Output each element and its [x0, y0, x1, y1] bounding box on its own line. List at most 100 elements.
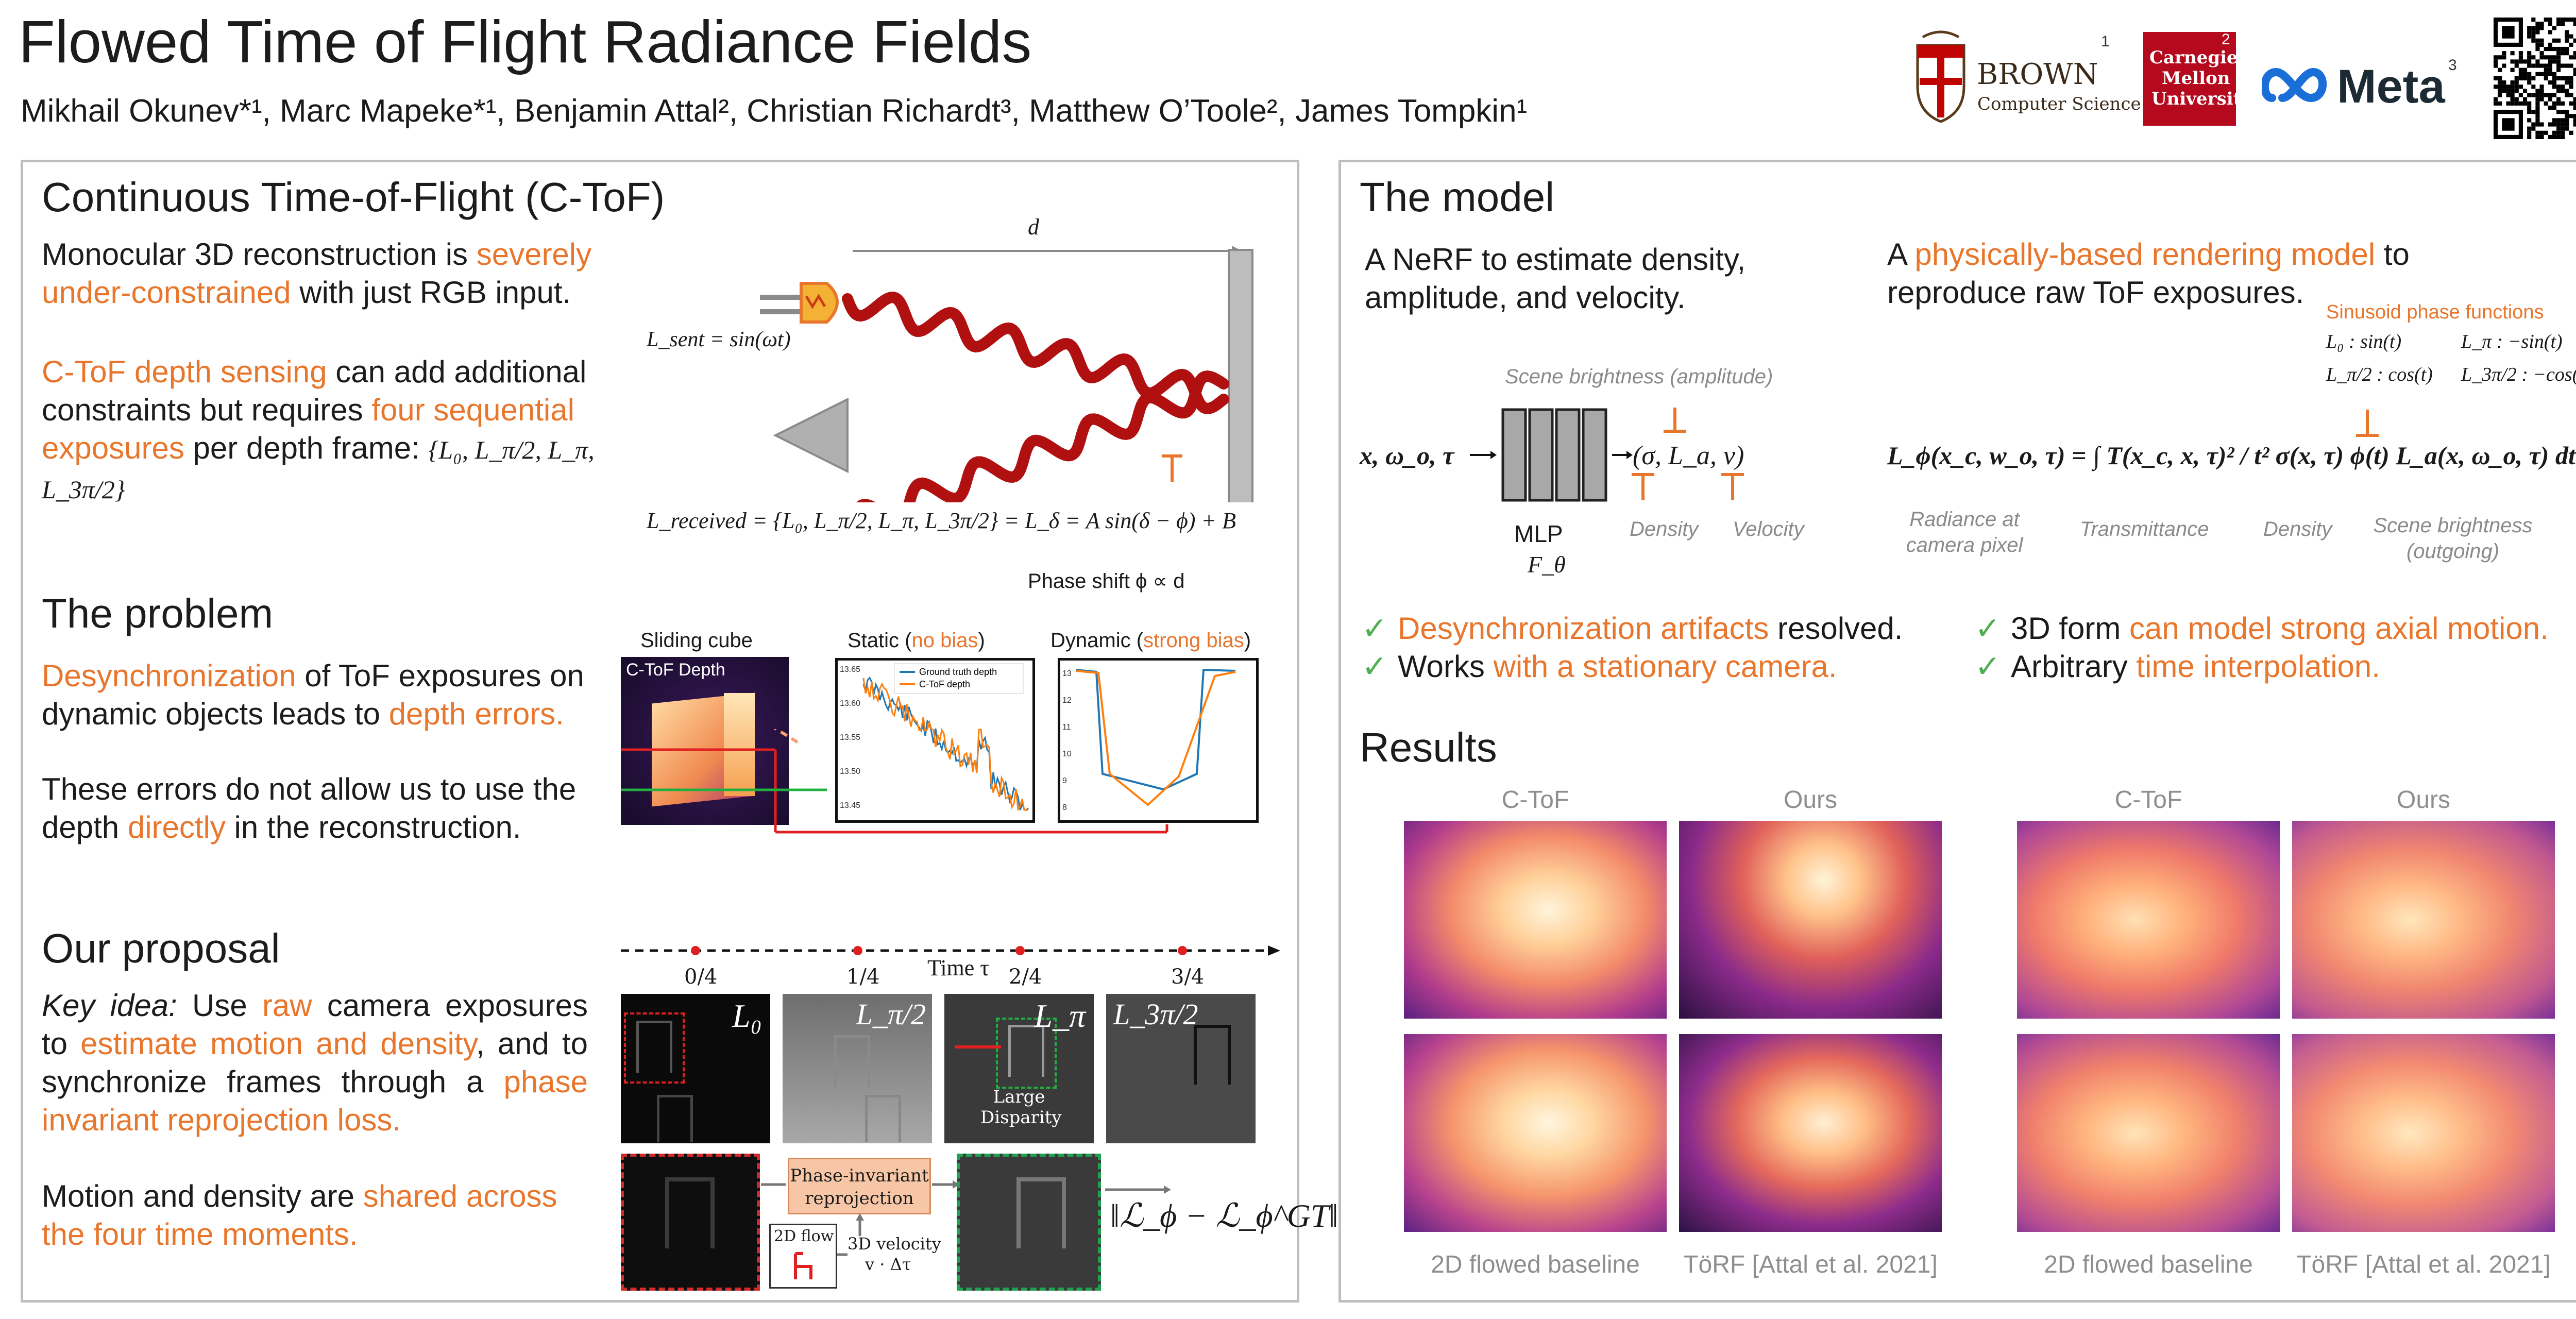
- light-source-icon: [760, 282, 839, 324]
- qr-module: [2561, 22, 2565, 26]
- qr-module: [2556, 130, 2561, 135]
- qr-module: [2569, 55, 2573, 60]
- qr-code[interactable]: [2494, 18, 2576, 139]
- qr-module: [2539, 93, 2544, 97]
- qr-finder-module: [2502, 26, 2515, 39]
- qr-module: [2539, 134, 2544, 139]
- connector-lines: [621, 729, 1168, 834]
- cmu-line1: Carnegie: [2149, 47, 2238, 68]
- qr-module: [2514, 101, 2519, 106]
- qr-module: [2502, 89, 2506, 93]
- qr-module: [2552, 38, 2557, 43]
- qr-module: [2556, 51, 2561, 56]
- qr-module: [2514, 89, 2519, 93]
- qr-module: [2565, 63, 2569, 68]
- qr-module: [2539, 38, 2544, 43]
- sinusoid-row-1: L_π : −sin(t): [2461, 331, 2563, 352]
- check-item-1: Desynchronization artifacts resolved.: [1398, 611, 1903, 646]
- qr-module: [2506, 89, 2511, 93]
- qr-module: [2573, 101, 2576, 106]
- qr-module: [2498, 76, 2502, 81]
- qr-module: [2527, 63, 2532, 68]
- result-col-label-0: C-ToF: [1501, 786, 1569, 814]
- qr-module: [2552, 26, 2557, 30]
- qr-module: [2573, 51, 2576, 56]
- qr-module: [2556, 46, 2561, 52]
- qr-module: [2552, 130, 2557, 135]
- qr-module: [2531, 26, 2536, 30]
- qr-module: [2518, 59, 2523, 64]
- ctof-diagram: [760, 246, 1253, 502]
- qr-module: [2544, 18, 2548, 22]
- qr-module: [2569, 63, 2573, 68]
- qr-module: [2531, 126, 2536, 131]
- static-series-line: [862, 678, 1028, 811]
- qr-module: [2531, 84, 2536, 89]
- qr-module: [2494, 63, 2498, 68]
- qr-module: [2561, 76, 2565, 81]
- warped-frame-green: [957, 1154, 1101, 1291]
- qr-module: [2573, 55, 2576, 60]
- result-torf-person: [2292, 1034, 2555, 1232]
- qr-module: [2552, 105, 2557, 110]
- result-bottom-label-3: TöRF [Attal et al. 2021]: [2296, 1251, 2551, 1278]
- qr-module: [2556, 89, 2561, 93]
- qr-module: [2556, 63, 2561, 68]
- qr-module: [2535, 110, 2540, 114]
- qr-module: [2494, 101, 2498, 106]
- qr-module: [2539, 89, 2544, 93]
- qr-module: [2548, 46, 2552, 52]
- sensor-icon: [773, 397, 849, 474]
- qr-module: [2548, 63, 2552, 68]
- qr-module: [2569, 80, 2573, 85]
- qr-module: [2561, 130, 2565, 135]
- qr-module: [2561, 89, 2565, 93]
- static-y-tick: 13.60: [840, 699, 860, 708]
- qr-finder-module: [2502, 118, 2515, 131]
- qr-module: [2527, 30, 2532, 35]
- qr-module: [2556, 67, 2561, 72]
- result-ctof-person: [2017, 821, 2280, 1019]
- qr-module: [2548, 59, 2552, 64]
- qr-module: [2522, 72, 2528, 76]
- qr-module: [2531, 30, 2536, 35]
- qr-module: [2522, 89, 2528, 93]
- velocity-equation: v · Δτ: [865, 1255, 911, 1274]
- qr-module: [2514, 80, 2519, 85]
- qr-module: [2539, 97, 2544, 102]
- dynamic-y-tick: 8: [1062, 803, 1067, 812]
- qr-module: [2531, 55, 2536, 60]
- problem-title: The problem: [42, 590, 274, 636]
- qr-module: [2548, 30, 2552, 35]
- qr-module: [2522, 97, 2528, 102]
- check-icon: ✓: [1362, 611, 1388, 646]
- qr-module: [2498, 84, 2502, 89]
- qr-module: [2539, 122, 2544, 127]
- qr-module: [2552, 76, 2557, 81]
- qr-module: [2527, 26, 2532, 30]
- qr-module: [2552, 134, 2557, 139]
- left-panel: Continuous Time-of-Flight (C-ToF) Monocu…: [21, 160, 1338, 1303]
- qr-module: [2531, 110, 2536, 114]
- qr-module: [2535, 114, 2540, 119]
- qr-module: [2548, 105, 2552, 110]
- qr-module: [2506, 84, 2511, 89]
- static-y-tick: 13.45: [840, 801, 860, 810]
- qr-module: [2518, 84, 2523, 89]
- result-col-label-2: C-ToF: [2114, 786, 2182, 814]
- qr-module: [2539, 72, 2544, 76]
- qr-module: [2531, 18, 2536, 22]
- qr-module: [2522, 76, 2528, 81]
- brown-affil-num: 1: [2101, 33, 2110, 50]
- qr-module: [2561, 46, 2565, 52]
- exposure-frame-0: L₀: [621, 994, 770, 1143]
- qr-module: [2556, 118, 2561, 123]
- qr-module: [2548, 22, 2552, 26]
- qr-module: [2569, 114, 2573, 119]
- qr-module: [2518, 67, 2523, 72]
- qr-module: [2518, 76, 2523, 81]
- qr-module: [2535, 22, 2540, 26]
- qr-module: [2527, 34, 2532, 39]
- qr-module: [2544, 101, 2548, 106]
- exposure-frame-1: L_π/2: [783, 994, 932, 1143]
